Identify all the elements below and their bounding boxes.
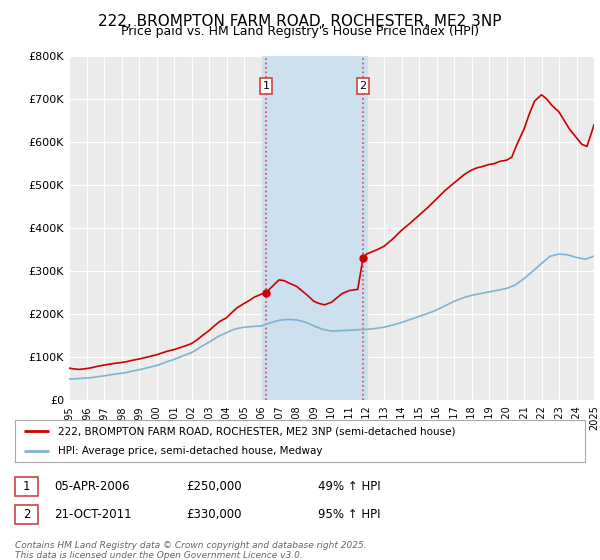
- Bar: [262, 56, 367, 400]
- Text: 05-APR-2006: 05-APR-2006: [54, 479, 130, 493]
- Text: 222, BROMPTON FARM ROAD, ROCHESTER, ME2 3NP: 222, BROMPTON FARM ROAD, ROCHESTER, ME2 …: [98, 14, 502, 29]
- Text: £330,000: £330,000: [186, 507, 241, 521]
- Text: 2: 2: [23, 507, 30, 521]
- Text: Contains HM Land Registry data © Crown copyright and database right 2025.
This d: Contains HM Land Registry data © Crown c…: [15, 541, 367, 560]
- Text: 1: 1: [262, 81, 269, 91]
- Text: £250,000: £250,000: [186, 479, 242, 493]
- Text: 95% ↑ HPI: 95% ↑ HPI: [318, 507, 380, 521]
- Text: 1: 1: [23, 479, 30, 493]
- Text: Price paid vs. HM Land Registry's House Price Index (HPI): Price paid vs. HM Land Registry's House …: [121, 25, 479, 38]
- Text: 49% ↑ HPI: 49% ↑ HPI: [318, 479, 380, 493]
- Text: HPI: Average price, semi-detached house, Medway: HPI: Average price, semi-detached house,…: [58, 446, 322, 456]
- Text: 2: 2: [359, 81, 367, 91]
- Text: 21-OCT-2011: 21-OCT-2011: [54, 507, 131, 521]
- Text: 222, BROMPTON FARM ROAD, ROCHESTER, ME2 3NP (semi-detached house): 222, BROMPTON FARM ROAD, ROCHESTER, ME2 …: [58, 426, 455, 436]
